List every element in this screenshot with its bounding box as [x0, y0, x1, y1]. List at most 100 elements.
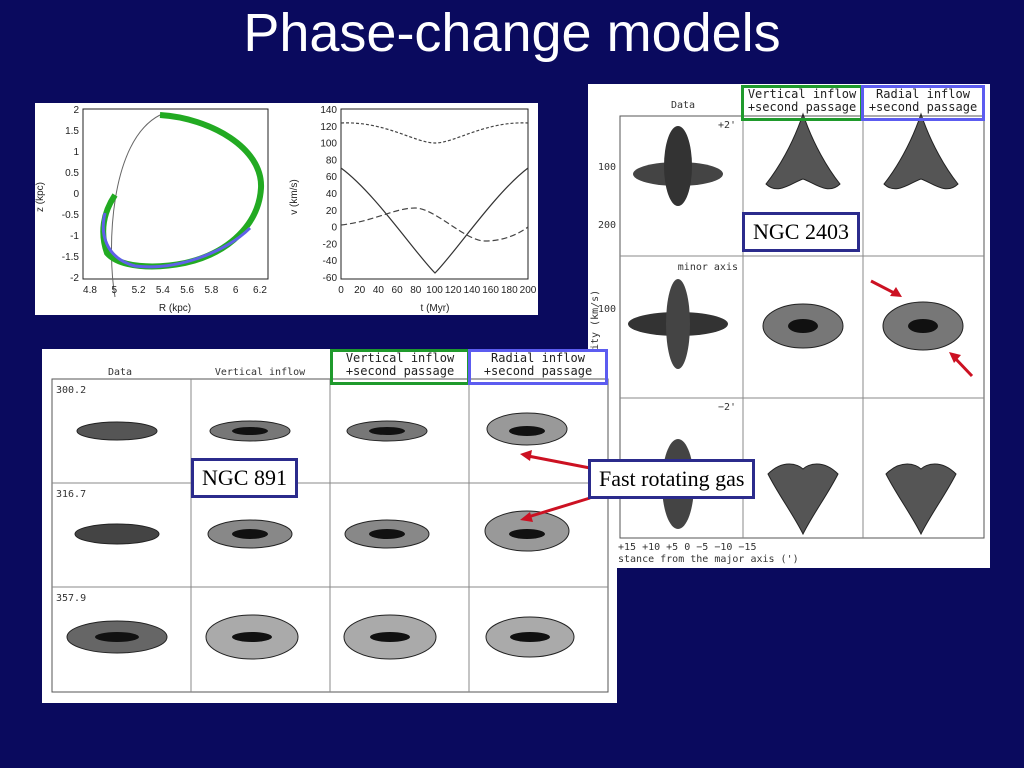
orbit-xtick-6: 6	[233, 285, 239, 296]
orbit-xtick-2: 5.2	[132, 285, 146, 296]
ngc2403-ytick-100a: 100	[598, 162, 616, 173]
ngc2403-col-vertical: Vertical inflow +second passage	[741, 85, 863, 121]
orbit-xticks: 4.8 5 5.2 5.4 5.6 5.8 6 6.2	[83, 285, 267, 296]
velocity-xticks: 0 20 40 60 80 100 120 140 160 180 200	[338, 285, 537, 296]
orbit-ytick-0: 2	[73, 105, 79, 116]
velocity-ytick-5: 40	[326, 189, 338, 200]
velocity-xtick-1: 20	[354, 285, 366, 296]
ngc2403-offset-mid: minor axis	[678, 262, 738, 273]
ngc2403-xlabel: stance from the major axis (')	[618, 554, 799, 565]
ngc891-r1-vert-core	[232, 427, 268, 435]
velocity-ytick-9: -40	[323, 256, 338, 267]
slide-title: Phase-change models	[243, 3, 781, 63]
ngc891-row1-label: 300.2	[56, 385, 86, 396]
ngc2403-rad-top	[883, 112, 959, 190]
orbit-ytick-1: 1.5	[65, 126, 79, 137]
ngc2403-rad-bot	[885, 463, 957, 536]
ngc891-r2-data	[74, 523, 160, 545]
velocity-xtick-6: 120	[445, 285, 462, 296]
ngc891-figure: Data Vertical inflow 300.2 316.7 357.9 V…	[42, 349, 617, 703]
ngc2403-offset-top: +2'	[718, 120, 736, 131]
orbit-ytick-5: -0.5	[62, 210, 80, 221]
ngc2403-offset-bot: −2'	[718, 402, 736, 413]
orbit-velocity-figure: z (kpc) 2 1.5 1 0.5 0 -0.5 -1 -1.5 -2 4.8 5 5.2 5.4…	[35, 103, 538, 315]
velocity-ytick-2: 100	[320, 139, 337, 150]
velocity-ytick-4: 60	[326, 172, 338, 183]
ngc891-col-radial: Radial inflow +second passage	[468, 349, 608, 385]
orbit-velocity-svg: z (kpc) 2 1.5 1 0.5 0 -0.5 -1 -1.5 -2 4.8 5 5.2 5.4…	[35, 105, 537, 314]
velocity-ytick-1: 120	[320, 122, 337, 133]
ngc891-r3-vert-core	[232, 632, 272, 642]
ngc891-r1-vert2-core	[369, 427, 405, 435]
orbit-xtick-1: 5	[112, 285, 118, 296]
orbit-xtick-7: 6.2	[253, 285, 267, 296]
ngc2403-ytick-100b: 100	[598, 304, 616, 315]
ngc2403-data-blob-2b	[666, 279, 690, 369]
orbit-yticks: 2 1.5 1 0.5 0 -0.5 -1 -1.5 -2	[62, 105, 80, 284]
velocity-plot-frame	[340, 108, 529, 280]
velocity-xtick-2: 40	[373, 285, 385, 296]
ngc891-svg: Data Vertical inflow 300.2 316.7 357.9	[51, 367, 609, 693]
orbit-xlabel: R (kpc)	[159, 303, 191, 314]
velocity-xtick-0: 0	[338, 285, 344, 296]
velocity-xtick-8: 160	[482, 285, 499, 296]
orbit-plot-frame	[82, 108, 269, 280]
ngc891-col-vertical2: Vertical inflow +second passage	[330, 349, 470, 385]
orbit-xtick-3: 5.4	[156, 285, 170, 296]
velocity-dashed-curve	[340, 207, 529, 242]
velocity-ytick-7: 0	[331, 223, 337, 234]
ngc2403-vert-bot	[767, 463, 839, 536]
ngc891-row2-label: 316.7	[56, 489, 86, 500]
ngc2403-vert-top	[765, 112, 841, 190]
ngc2403-arrowhead-1	[890, 287, 902, 297]
velocity-xlabel: t (Myr)	[421, 303, 450, 314]
orbit-ytick-8: -2	[70, 273, 79, 284]
ngc2403-col-radial: Radial inflow +second passage	[861, 85, 985, 121]
ngc2403-figure: Data +2' minor axis −2' 100 200 100 ic v…	[588, 84, 990, 568]
ngc891-label: NGC 891	[191, 458, 298, 498]
orbit-xtick-0: 4.8	[83, 285, 97, 296]
velocity-xtick-7: 140	[464, 285, 481, 296]
orbit-ytick-2: 1	[73, 147, 79, 158]
ngc2403-arrowhead-2	[949, 352, 961, 363]
ngc2403-vert-mid-core	[788, 319, 818, 333]
orbit-ytick-3: 0.5	[65, 168, 79, 179]
velocity-ytick-0: 140	[320, 105, 337, 116]
velocity-solid-curve	[340, 167, 529, 274]
ngc2403-label: NGC 2403	[742, 212, 860, 252]
velocity-ylabel: v (km/s)	[289, 179, 300, 215]
ngc891-r2-rad-core	[509, 529, 545, 539]
ngc2403-svg: Data +2' minor axis −2' 100 200 100 ic v…	[590, 100, 985, 565]
velocity-ytick-10: -60	[323, 273, 338, 284]
ngc2403-data-blob-1b	[664, 126, 692, 206]
orbit-ytick-7: -1.5	[62, 252, 80, 263]
ngc2403-rad-mid-core	[908, 319, 938, 333]
velocity-ytick-3: 80	[326, 155, 338, 166]
orbit-ylabel: z (kpc)	[35, 182, 46, 212]
ngc2403-col-data: Data	[671, 100, 695, 111]
ngc891-r3-data-core	[95, 632, 139, 642]
ngc891-r1-data	[76, 421, 158, 441]
velocity-xtick-10: 200	[520, 285, 537, 296]
velocity-xtick-9: 180	[501, 285, 518, 296]
ngc891-r2-vert2-core	[369, 529, 405, 539]
orbit-ytick-4: 0	[73, 189, 79, 200]
fast-rotating-label: Fast rotating gas	[588, 459, 756, 499]
ngc2403-ytick-200: 200	[598, 220, 616, 231]
ngc891-r1-rad-core	[509, 426, 545, 436]
velocity-dotted-curve	[340, 122, 529, 144]
ngc2403-xticks: +15 +10 +5 0 −5 −10 −15	[618, 542, 756, 553]
velocity-ytick-8: -20	[323, 239, 338, 250]
ngc891-col-vertical: Vertical inflow	[215, 367, 306, 378]
velocity-yticks: 140 120 100 80 60 40 20 0 -20 -40 -60	[320, 105, 337, 284]
ngc891-row3-label: 357.9	[56, 593, 86, 604]
ngc891-r2-vert-core	[232, 529, 268, 539]
velocity-xtick-5: 100	[426, 285, 443, 296]
ngc2403-ylabel: ic velocity (km/s)	[590, 290, 601, 398]
orbit-grey-path	[110, 114, 161, 298]
orbit-green-path	[100, 112, 265, 270]
velocity-xtick-4: 80	[410, 285, 422, 296]
orbit-xtick-5: 5.8	[204, 285, 218, 296]
orbit-ytick-6: -1	[70, 231, 79, 242]
ngc891-r3-vert2-core	[370, 632, 410, 642]
